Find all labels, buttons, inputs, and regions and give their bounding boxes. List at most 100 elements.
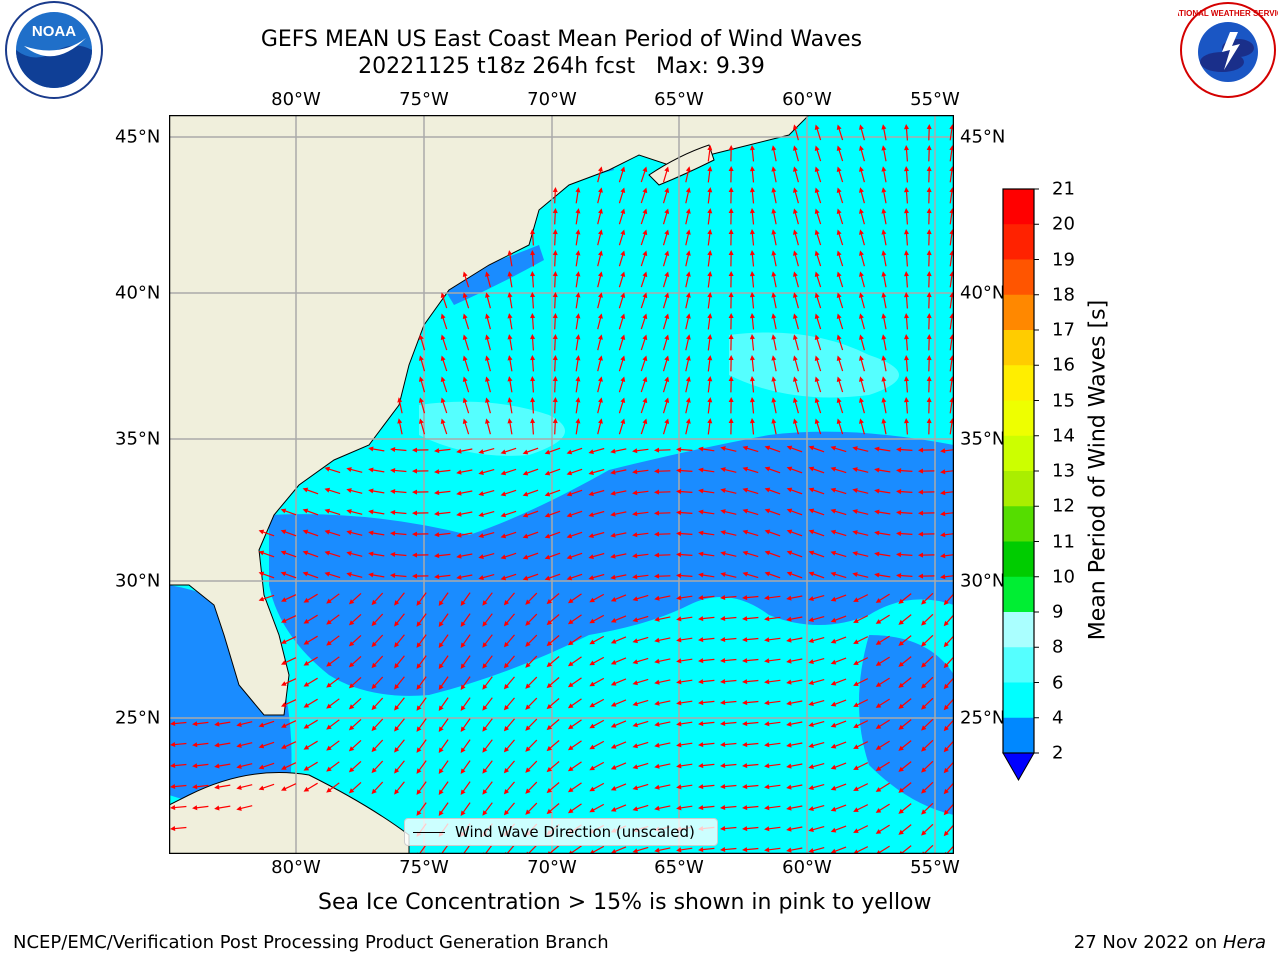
wind-arrow — [786, 847, 803, 853]
wind-arrow — [720, 616, 737, 622]
wind-arrow — [546, 761, 560, 773]
wind-arrow — [749, 313, 755, 330]
wind-arrow — [786, 637, 803, 643]
wind-arrow — [438, 739, 449, 754]
wind-arrow — [390, 573, 407, 578]
wind-arrow — [875, 761, 890, 771]
wind-arrow — [440, 376, 448, 393]
wind-arrow — [786, 487, 803, 495]
wind-arrow — [462, 271, 470, 288]
wind-arrow — [610, 657, 627, 665]
wind-arrow — [507, 418, 513, 435]
wind-arrow — [926, 271, 932, 288]
wind-arrow — [546, 656, 560, 668]
wind-arrow — [618, 397, 626, 414]
wind-arrow — [478, 574, 495, 580]
wind-arrow — [685, 187, 691, 204]
wind-arrow — [814, 397, 822, 414]
legend-line-swatch — [413, 832, 445, 833]
wind-arrow — [764, 550, 781, 558]
wind-arrow — [764, 616, 781, 622]
wind-arrow — [610, 615, 627, 623]
wind-arrow — [640, 166, 648, 183]
wind-arrow — [720, 721, 737, 727]
wind-arrow — [881, 250, 887, 267]
wind-arrow — [346, 530, 363, 536]
wind-arrow — [214, 784, 231, 790]
wind-arrow — [881, 271, 887, 288]
wind-arrow — [749, 292, 755, 309]
wind-arrow — [830, 508, 847, 516]
wind-arrow — [881, 208, 887, 225]
wind-arrow — [830, 699, 847, 707]
sea-darker-band — [269, 431, 954, 696]
wind-arrow — [764, 700, 781, 706]
wind-arrow — [764, 742, 781, 748]
wind-arrow — [507, 250, 513, 267]
wind-arrow — [438, 802, 449, 817]
wind-arrow — [926, 292, 932, 309]
wind-arrow — [236, 721, 253, 727]
wind-arrow — [281, 783, 297, 791]
map-frame — [169, 115, 954, 854]
wind-arrow — [786, 658, 803, 664]
wind-arrow — [460, 655, 471, 669]
wind-arrow — [874, 572, 891, 578]
wind-arrow — [720, 847, 737, 853]
wind-arrow — [546, 635, 560, 647]
wind-arrow — [881, 145, 887, 162]
wind-arrow — [749, 418, 755, 435]
wind-arrow — [685, 292, 691, 309]
wind-arrow — [485, 355, 491, 372]
wind-arrow — [588, 573, 605, 581]
wind-arrow — [792, 124, 799, 141]
wind-arrow — [324, 571, 341, 579]
wind-arrow — [618, 166, 626, 183]
wind-arrow — [853, 594, 869, 602]
wind-arrow — [588, 552, 605, 560]
wind-arrow — [482, 781, 493, 795]
wind-arrow — [610, 804, 627, 812]
wind-arrow — [368, 530, 385, 536]
wind-arrow — [610, 469, 627, 475]
wind-arrow — [926, 250, 932, 267]
wind-arrow — [485, 376, 491, 393]
wind-arrow — [728, 292, 734, 309]
wind-arrow — [771, 355, 777, 372]
wind-arrow — [500, 552, 517, 560]
wind-arrow — [749, 250, 755, 267]
wind-arrow — [597, 187, 603, 204]
wind-arrow — [530, 313, 536, 330]
wind-arrow — [707, 376, 713, 393]
wind-arrow — [728, 166, 734, 183]
wind-arrow — [676, 658, 693, 664]
wind-arrow — [921, 655, 934, 668]
colorbar-segment — [1003, 682, 1034, 719]
wind-arrow — [707, 334, 713, 351]
wind-arrow — [676, 805, 693, 811]
wind-arrow — [482, 697, 493, 711]
wind-arrow — [507, 271, 513, 288]
wind-arrow — [814, 208, 822, 225]
wind-arrow — [610, 846, 627, 854]
wind-arrow — [786, 508, 803, 516]
wind-arrow — [676, 637, 693, 643]
wind-arrow — [546, 698, 560, 710]
wind-arrow — [764, 595, 781, 601]
wind-arrow — [792, 418, 799, 435]
wind-arrow — [921, 613, 934, 626]
wind-arrow — [588, 468, 605, 476]
wind-arrow — [440, 355, 448, 372]
wind-arrow — [698, 679, 715, 685]
wind-arrow — [921, 739, 934, 752]
wind-arrow — [371, 613, 384, 627]
wind-arrow — [720, 530, 737, 536]
wind-arrow — [482, 802, 493, 816]
wind-arrow — [749, 208, 755, 225]
wind-arrow — [460, 613, 471, 627]
wind-arrow — [859, 145, 865, 162]
colorbar-tick-label: 21 — [1052, 178, 1075, 200]
wind-arrow — [326, 782, 340, 793]
wind-arrow — [786, 784, 803, 790]
wind-arrow — [792, 292, 799, 309]
